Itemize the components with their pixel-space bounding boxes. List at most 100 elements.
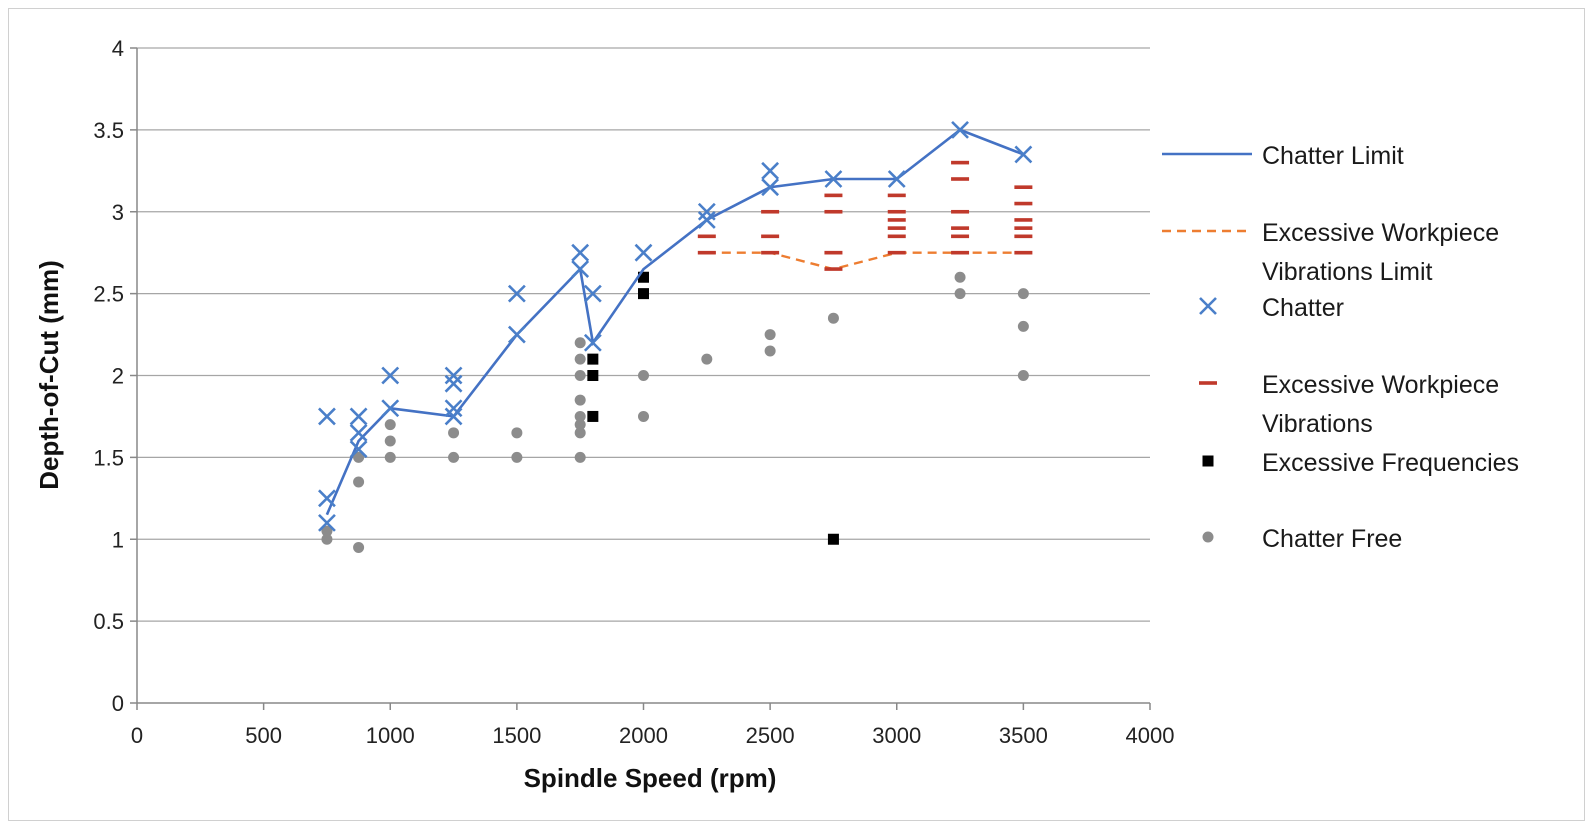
data-point-chatter-free (764, 345, 776, 357)
data-point-chatter-free (638, 410, 649, 422)
legend-item-excessive-vibrations-limit: Excessive Workpiece Vibrations Limit (1162, 219, 1499, 286)
data-point-chatter (507, 284, 526, 303)
data-point-chatter-free (701, 353, 713, 365)
gridlines (137, 47, 1150, 622)
data-point-excessive-vibrations (887, 234, 906, 239)
legend-label: Excessive Workpiece (1262, 219, 1499, 247)
data-point-chatter-free (574, 410, 586, 422)
legend-swatch (1202, 531, 1214, 543)
legend-label: Excessive Workpiece (1262, 371, 1499, 399)
legend-item-chatter-free: Chatter Free (1202, 525, 1402, 553)
data-point-excessive-vibrations (887, 250, 906, 255)
data-point-chatter-free (954, 288, 966, 300)
data-point-excessive-vibrations (951, 234, 970, 239)
data-point-chatter (887, 170, 906, 188)
data-series (318, 120, 1033, 553)
data-point-excessive-vibrations (951, 177, 970, 181)
series-chatter-free (321, 271, 1029, 553)
series-line-chatter-limit (325, 128, 1024, 516)
data-point-chatter-free (448, 427, 460, 439)
data-point-chatter (349, 407, 368, 426)
data-point-excessive-vibrations (887, 193, 906, 198)
y-tick-label: 0 (112, 691, 124, 716)
legend-label: Excessive Frequencies (1262, 449, 1519, 477)
x-axis-title: Spindle Speed (rpm) (524, 763, 777, 793)
data-point-chatter-free (827, 312, 839, 324)
data-point-chatter (697, 211, 716, 229)
y-tick-label: 2 (112, 364, 124, 389)
data-point-chatter-free (574, 419, 586, 431)
y-tick-label: 0.5 (93, 609, 124, 634)
data-point-chatter (444, 366, 463, 385)
data-point-excessive-frequencies (638, 288, 649, 300)
data-point-chatter (634, 243, 653, 262)
data-point-excessive-vibrations (951, 160, 970, 165)
y-tick-label: 1.5 (93, 445, 124, 470)
data-point-excessive-vibrations (887, 226, 906, 230)
x-tick-label: 2000 (619, 723, 668, 748)
data-point-chatter-free (574, 337, 586, 349)
data-point-chatter (571, 260, 590, 278)
data-point-excessive-vibrations (824, 209, 843, 214)
data-point-chatter (381, 399, 400, 418)
data-point-chatter (761, 178, 780, 197)
data-point-excessive-vibrations (951, 250, 970, 255)
legend-label: Vibrations (1262, 410, 1373, 438)
tick-labels: 0 0.5 1 1.5 2 2.5 3 3.5 4 0 500 1000 1500 2000 2500 300… (93, 36, 1174, 748)
data-point-excessive-vibrations (697, 250, 716, 255)
data-point-excessive-frequencies (587, 410, 599, 422)
legend-swatch (1202, 455, 1214, 467)
x-tick-label: 3000 (872, 723, 921, 748)
data-point-excessive-vibrations (1014, 218, 1033, 222)
data-point-chatter (318, 513, 336, 532)
data-point-chatter-free (638, 370, 649, 381)
data-point-excessive-vibrations (1014, 201, 1033, 206)
series-excessive-frequencies (587, 271, 839, 545)
series-chatter-limit (325, 128, 1024, 516)
data-point-excessive-vibrations (951, 209, 970, 214)
data-point-excessive-vibrations (761, 209, 780, 214)
data-point-excessive-vibrations (887, 218, 906, 222)
data-point-excessive-vibrations (824, 267, 843, 271)
data-point-excessive-frequencies (638, 271, 649, 283)
x-tick-label: 2500 (746, 723, 795, 748)
data-point-chatter-free (1017, 288, 1029, 300)
data-point-chatter-free (574, 427, 586, 439)
legend-item-chatter-limit: Chatter Limit (1162, 142, 1404, 170)
series-excessive-vibrations-limit (706, 251, 1024, 271)
data-point-excessive-vibrations (761, 234, 780, 239)
data-point-chatter (1014, 145, 1033, 164)
data-point-chatter (444, 407, 463, 426)
data-point-chatter (381, 366, 400, 385)
data-point-chatter-free (511, 427, 523, 439)
data-point-excessive-vibrations (1014, 234, 1033, 239)
data-point-chatter-free (574, 353, 586, 365)
data-point-chatter-free (353, 541, 365, 553)
data-point-excessive-frequencies (587, 353, 599, 365)
data-point-excessive-vibrations (824, 193, 843, 198)
x-tick-label: 0 (131, 723, 143, 748)
data-point-chatter (444, 374, 463, 393)
data-point-chatter-free (384, 451, 396, 463)
y-tick-label: 4 (112, 36, 124, 61)
data-point-chatter (318, 489, 336, 508)
y-tick-label: 2.5 (93, 282, 124, 307)
data-point-chatter (697, 202, 716, 221)
y-tick-label: 3 (112, 200, 124, 225)
legend-swatch (1199, 381, 1217, 385)
data-point-excessive-vibrations (1014, 226, 1033, 230)
x-tick-label: 4000 (1126, 723, 1175, 748)
data-point-excessive-vibrations (761, 250, 780, 255)
legend-item-excessive-vibrations: Excessive Workpiece Vibrations (1199, 371, 1499, 438)
legend: Chatter Limit Excessive Workpiece Vibratio… (1162, 142, 1519, 553)
data-point-chatter-free (384, 419, 396, 431)
data-point-chatter-free (1017, 370, 1029, 381)
y-tick-label: 1 (112, 527, 124, 552)
data-point-chatter-free (574, 451, 586, 463)
x-tick-label: 1500 (492, 723, 541, 748)
data-point-chatter-free (321, 533, 333, 545)
data-point-chatter-free (321, 525, 333, 537)
data-point-chatter (571, 243, 590, 262)
data-point-excessive-vibrations (824, 250, 843, 255)
series-excessive-vibrations (697, 160, 1033, 271)
